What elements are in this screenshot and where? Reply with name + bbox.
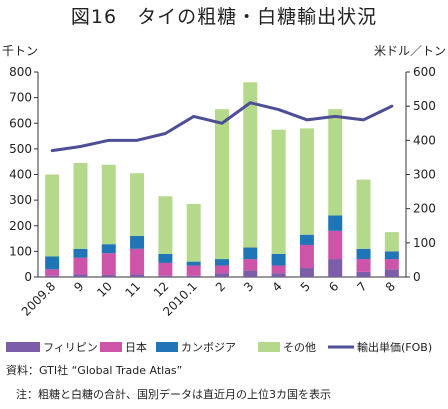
bar-segment: [215, 265, 229, 274]
bar-segment: [45, 269, 60, 276]
x-tick-label: 4: [269, 279, 284, 294]
left-tick-label: 700: [9, 91, 32, 105]
right-tick-label: 200: [413, 202, 436, 216]
bar-segment: [328, 215, 343, 231]
chart-legend: フィリピン 日本 カンボジア その他 輸出単価(FOB): [6, 340, 432, 354]
bar-segment: [328, 109, 343, 216]
bar-segment: [45, 275, 60, 277]
x-tick-label: 2009.8: [19, 279, 59, 319]
bar-segment: [271, 265, 286, 274]
bar-segment: [384, 269, 399, 277]
left-tick-label: 600: [9, 116, 32, 130]
legend-label: 輸出単価(FOB): [357, 340, 432, 354]
bar-segment: [356, 179, 371, 249]
left-tick-label: 200: [9, 219, 32, 233]
bar-segment: [130, 236, 145, 249]
legend-label: カンボジア: [181, 341, 236, 354]
left-tick-label: 100: [9, 244, 32, 258]
bar-segment: [299, 244, 314, 269]
x-tick-label: 6: [326, 279, 341, 294]
bar-segment: [299, 268, 314, 277]
bar-segment: [73, 274, 88, 277]
bar-segment: [45, 174, 60, 257]
chart-title: 図16 タイの粗糖・白糖輸出状況: [70, 6, 378, 28]
legend-swatch: [100, 342, 122, 352]
bar-segment: [384, 259, 399, 270]
right-tick-label: 500: [413, 99, 436, 113]
chart-line: [50, 101, 394, 153]
bar-segment: [243, 259, 258, 271]
bar-segment: [384, 251, 399, 260]
bar-segment: [243, 82, 258, 248]
x-tick-label: 5: [298, 279, 313, 294]
left-tick-label: 0: [24, 270, 32, 284]
bar-segment: [130, 173, 145, 236]
bar-segment: [73, 162, 88, 249]
legend-swatch: [156, 342, 178, 352]
legend-label: フィリピン: [43, 341, 98, 354]
source-note: 資料：GTI社 “Global Trade Atlas”: [6, 364, 183, 377]
legend-label: その他: [283, 341, 316, 354]
right-tick-label: 0: [413, 270, 421, 284]
bar-segment: [271, 253, 286, 266]
bar-segment: [158, 275, 173, 277]
bar-segment: [45, 256, 60, 270]
right-tick-label: 400: [413, 133, 436, 147]
bar-segment: [73, 257, 88, 275]
x-tick-label: 7: [354, 279, 369, 294]
legend-swatch: [6, 342, 40, 352]
bar-segment: [186, 203, 201, 262]
left-tick-label: 400: [9, 168, 32, 182]
left-tick-label: 300: [9, 193, 32, 207]
right-tick-label: 300: [413, 168, 436, 182]
bar-segment: [186, 261, 201, 266]
bar-segment: [271, 273, 286, 277]
right-tick-label: 100: [413, 236, 436, 250]
x-tick-label: 12: [151, 279, 172, 300]
left-tick-label: 800: [9, 65, 32, 79]
bar-segment: [130, 248, 145, 275]
bar-segment: [101, 244, 116, 254]
legend-label: 日本: [125, 340, 147, 354]
bar-segment: [328, 259, 343, 277]
bar-segment: [73, 248, 88, 258]
bar-segment: [215, 273, 229, 277]
bar-segment: [158, 253, 173, 263]
right-axis-unit: 米ドル／トン: [374, 44, 446, 58]
legend-swatch: [258, 342, 280, 352]
price-line: [50, 101, 394, 153]
x-tick-label: 8: [383, 279, 398, 294]
left-tick-label: 500: [9, 142, 32, 156]
bar-segment: [101, 274, 116, 277]
bar-segment: [299, 128, 314, 235]
bar-segment: [101, 253, 116, 275]
x-tick-label: 9: [71, 279, 86, 294]
bar-segment: [215, 259, 229, 266]
chart-bars: [45, 82, 399, 277]
right-tick-label: 600: [413, 65, 436, 79]
bar-segment: [101, 164, 116, 245]
bar-segment: [384, 232, 399, 252]
bar-segment: [243, 270, 258, 277]
bar-segment: [356, 248, 371, 260]
bar-segment: [356, 259, 371, 272]
bar-segment: [271, 129, 286, 254]
bar-segment: [243, 247, 258, 260]
bar-segment: [186, 265, 201, 276]
x-tick-label: 2: [213, 279, 228, 294]
x-tick-label: 11: [122, 279, 143, 300]
bar-segment: [130, 274, 145, 277]
left-axis-unit: 千トン: [2, 44, 38, 58]
x-tick-label: 3: [241, 279, 256, 294]
bar-segment: [328, 230, 343, 260]
bar-segment: [158, 262, 173, 276]
bar-segment: [356, 271, 371, 277]
bar-segment: [299, 234, 314, 245]
bar-segment: [186, 275, 201, 277]
x-tick-label: 10: [94, 279, 115, 300]
bar-segment: [158, 196, 173, 254]
bar-segment: [215, 109, 229, 260]
footnote: 注：粗糖と白糖の合計、国別データは直近月の上位3カ国を表示: [16, 388, 331, 401]
